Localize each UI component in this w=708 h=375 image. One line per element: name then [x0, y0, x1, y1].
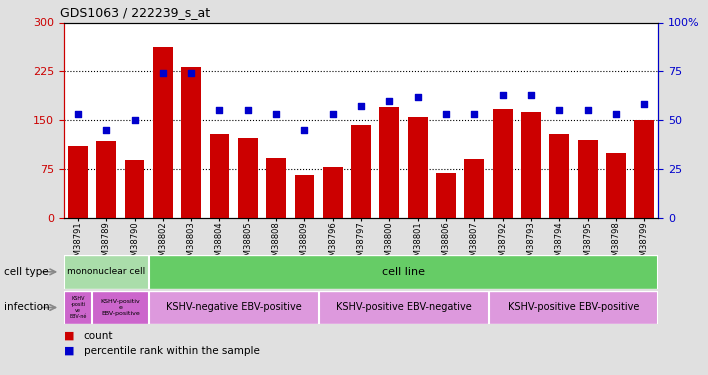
Bar: [606, 153, 626, 218]
Bar: [549, 134, 569, 218]
Text: GDS1063 / 222239_s_at: GDS1063 / 222239_s_at: [60, 6, 210, 19]
Bar: [489, 291, 658, 324]
Bar: [464, 159, 484, 218]
Bar: [149, 255, 658, 289]
Point: [554, 107, 565, 113]
Bar: [634, 120, 654, 218]
Point: [327, 111, 338, 117]
Bar: [210, 134, 229, 218]
Point: [72, 111, 84, 117]
Point: [412, 94, 423, 100]
Point: [129, 117, 140, 123]
Bar: [64, 255, 149, 289]
Point: [214, 107, 225, 113]
Text: KSHV-positive EBV-negative: KSHV-positive EBV-negative: [336, 303, 472, 312]
Bar: [153, 47, 173, 217]
Point: [440, 111, 452, 117]
Text: ■: ■: [64, 331, 74, 340]
Point: [384, 98, 395, 104]
Point: [469, 111, 480, 117]
Text: percentile rank within the sample: percentile rank within the sample: [84, 346, 259, 355]
Bar: [436, 173, 456, 217]
Bar: [266, 158, 286, 218]
Bar: [64, 291, 92, 324]
Text: cell line: cell line: [382, 267, 425, 277]
Bar: [68, 146, 88, 218]
Point: [582, 107, 593, 113]
Point: [185, 70, 197, 76]
Point: [242, 107, 253, 113]
Bar: [238, 138, 258, 218]
Bar: [149, 291, 319, 324]
Bar: [92, 291, 149, 324]
Point: [610, 111, 622, 117]
Bar: [96, 141, 116, 218]
Point: [497, 92, 508, 98]
Text: count: count: [84, 331, 113, 340]
Point: [101, 127, 112, 133]
Text: ■: ■: [64, 346, 74, 355]
Point: [525, 92, 537, 98]
Bar: [319, 291, 489, 324]
Point: [157, 70, 169, 76]
Bar: [493, 109, 513, 217]
Bar: [181, 67, 201, 218]
Bar: [521, 112, 541, 218]
Text: KSHV-positive EBV-positive: KSHV-positive EBV-positive: [508, 303, 639, 312]
Bar: [295, 175, 314, 217]
Bar: [125, 160, 144, 218]
Point: [299, 127, 310, 133]
Text: KSHV-negative EBV-positive: KSHV-negative EBV-positive: [166, 303, 302, 312]
Text: KSHV
-positi
ve
EBV-né: KSHV -positi ve EBV-né: [69, 296, 86, 319]
Bar: [323, 167, 343, 218]
Text: mononuclear cell: mononuclear cell: [67, 267, 145, 276]
Text: KSHV-positiv
e
EBV-positive: KSHV-positiv e EBV-positive: [101, 299, 140, 316]
Point: [355, 104, 367, 110]
Bar: [578, 140, 598, 218]
Point: [270, 111, 282, 117]
Point: [639, 101, 650, 107]
Bar: [379, 107, 399, 218]
Bar: [408, 117, 428, 218]
Bar: [351, 124, 371, 217]
Text: infection: infection: [4, 303, 49, 312]
Text: cell type: cell type: [4, 267, 48, 277]
